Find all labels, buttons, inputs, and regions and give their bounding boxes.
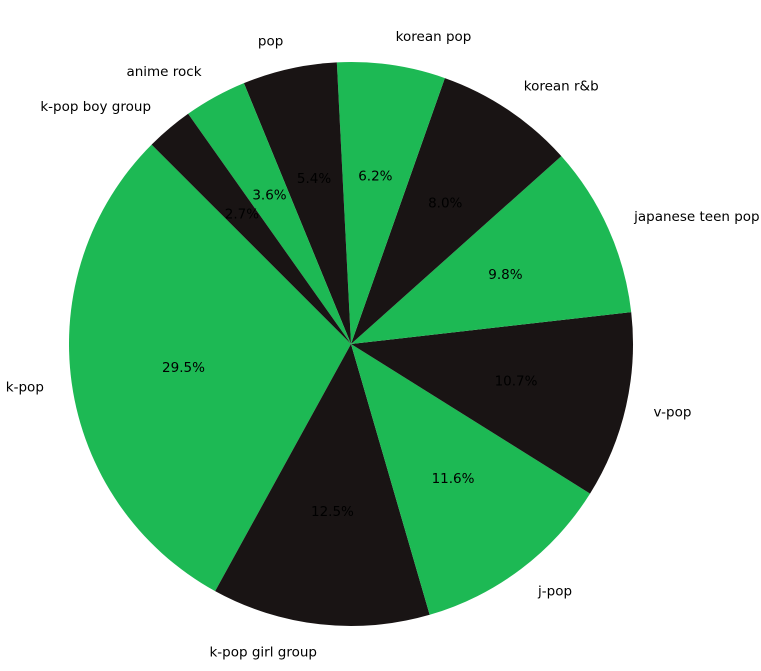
pie-percent-label-j-pop: 11.6% <box>432 471 475 487</box>
pie-category-label-j-pop: j-pop <box>537 583 572 599</box>
slices-layer <box>69 61 633 626</box>
pie-slice-japanese-teen-pop <box>351 156 632 344</box>
pie-percent-label-korean-pop: 6.2% <box>358 169 392 185</box>
pie-slice-j-pop <box>351 344 591 615</box>
pie-category-label-korean-pop: korean pop <box>396 29 472 45</box>
pie-category-label-pop: pop <box>258 33 283 49</box>
pie-percent-label-k-pop-boy-group: 2.7% <box>225 207 259 223</box>
pie-slice-korean-randb <box>351 78 562 345</box>
pie-percent-label-pop: 5.4% <box>297 171 331 187</box>
pie-percent-label-k-pop: 29.5% <box>162 360 205 376</box>
pie-percent-label-japanese-teen-pop: 9.8% <box>488 267 522 283</box>
pie-slice-korean-pop <box>336 61 445 344</box>
pie-slice-anime-rock <box>188 83 351 344</box>
pie-category-label-korean-randb: korean r&b <box>524 78 599 94</box>
pie-category-label-k-pop-boy-group: k-pop boy group <box>40 99 151 115</box>
pie-category-label-japanese-teen-pop: japanese teen pop <box>633 209 760 225</box>
pie-category-label-v-pop: v-pop <box>654 405 692 421</box>
pie-slice-k-pop <box>69 144 351 592</box>
percent-labels-layer: 29.5% 12.5% 11.6% 10.7% 9.8% 8.0% 6.2% 5.4% 3.6%… <box>162 169 538 521</box>
pie-percent-label-korean-randb: 8.0% <box>428 195 462 211</box>
pie-category-label-k-pop: k-pop <box>6 380 44 396</box>
pie-category-label-anime-rock: anime rock <box>126 64 201 80</box>
pie-slice-k-pop-boy-group <box>151 113 351 344</box>
pie-percent-label-v-pop: 10.7% <box>495 373 538 389</box>
pie-slice-k-pop-girl-group <box>215 344 430 626</box>
pie-percent-label-k-pop-girl-group: 12.5% <box>311 504 354 520</box>
pie-percent-label-anime-rock: 3.6% <box>252 188 286 204</box>
category-labels-layer: k-pop k-pop girl group j-pop v-pop japanese … <box>6 29 760 660</box>
pie-slice-v-pop <box>351 312 633 494</box>
pie-slice-pop <box>243 62 351 345</box>
pie-category-label-k-pop-girl-group: k-pop girl group <box>209 644 317 660</box>
